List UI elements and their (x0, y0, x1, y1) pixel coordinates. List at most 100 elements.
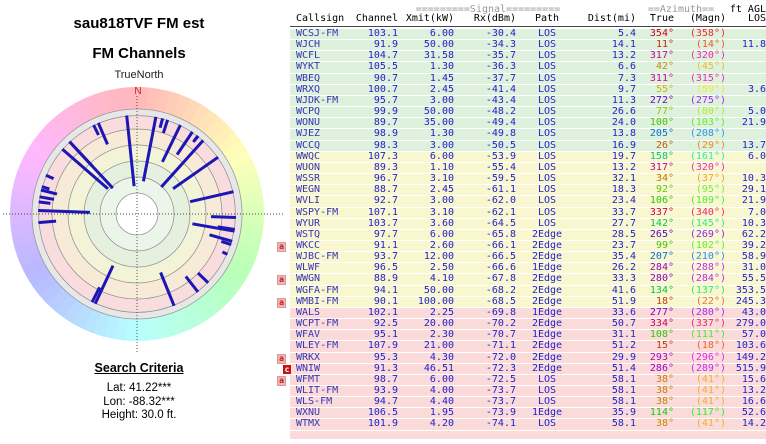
rx-cell: -72.3 (485, 362, 516, 374)
path-cell: LOS (537, 117, 557, 129)
channel-cell: 92.5 (373, 318, 398, 330)
azimuth-true-cell: 106° (649, 195, 674, 207)
azimuth-true-cell: 15° (655, 340, 674, 352)
callsign-cell: WUON (296, 161, 321, 173)
agl-los-cell: 14.2 (741, 418, 766, 430)
table-row: WJCH 91.9 50.00 -34.3 LOS 14.1 11° (14°) 11.8 (290, 39, 766, 52)
table-row: a WRKX 95.3 4.30 -72.0 2Edge 29.9 293° (296°) 149… (277, 351, 766, 364)
antenna-height-value: Height: 30.0 ft. (101, 409, 177, 421)
table-row: a WKCC 91.1 2.60 -66.1 2Edge 23.7 99° (102°) 39.2 (277, 240, 766, 253)
agl-los-cell: 55.5 (741, 273, 766, 285)
rx-cell: -73.9 (485, 407, 516, 419)
azimuth-true-cell: 293° (649, 351, 674, 363)
xmit-cell: 35.00 (423, 117, 454, 129)
path-cell: LOS (537, 83, 557, 95)
agl-los-cell: 10.3 (741, 217, 766, 229)
channel-cell: 89.7 (373, 117, 398, 129)
search-criteria: Search Criteria Lat: 41.22*** Lon: -88.3… (0, 361, 278, 423)
channel-cell: 104.7 (367, 50, 398, 62)
channel-cell: 94.7 (373, 396, 398, 408)
dist-cell: 14.1 (611, 39, 636, 51)
azimuth-true-cell: 334° (649, 318, 674, 330)
table-row: a WWGN 88.9 4.10 -67.8 2Edge 33.3 280° (284°) 55.… (277, 273, 766, 286)
station-signal-bar (45, 173, 55, 180)
azimuth-true-cell: 280° (649, 273, 674, 285)
agl-los-cell: 16.6 (741, 396, 766, 408)
table-row: WSSR 96.7 3.10 -59.5 LOS 32.1 34° (37°) 10.3 (290, 173, 766, 186)
dist-cell: 35.4 (611, 251, 636, 263)
station-signal-bar (172, 155, 219, 190)
agl-los-cell: 62.2 (741, 228, 766, 240)
azimuth-true-cell: 265° (649, 228, 674, 240)
channel-cell: 101.9 (367, 418, 398, 430)
callsign-cell: WWQC (296, 150, 321, 162)
xmit-cell: 2.45 (429, 184, 454, 196)
channel-cell: 95.7 (373, 94, 398, 106)
agl-los-cell: 15.6 (741, 373, 766, 385)
station-signal-bar (38, 209, 90, 214)
agl-los-cell: 103.6 (735, 340, 766, 352)
channel-cell: 96.7 (373, 173, 398, 185)
callsign-cell: WCFL (296, 50, 321, 62)
xmit-cell: 50.00 (423, 284, 454, 296)
callsign-cell: WJDK-FM (296, 94, 339, 106)
path-cell: 2Edge (531, 273, 563, 285)
table-row: WCSJ-FM 103.1 6.00 -30.4 LOS 5.4 354° (358°) (290, 28, 766, 41)
xmit-cell: 6.00 (429, 228, 454, 240)
callsign-cell: WXNU (296, 407, 321, 419)
row-flag-a-marker: a (277, 375, 286, 386)
agl-los-cell: 52.6 (741, 407, 766, 419)
path-cell: 2Edge (531, 318, 563, 330)
azimuth-magn-cell: (18°) (695, 340, 726, 352)
path-cell: LOS (537, 39, 557, 51)
azimuth-true-cell: 11° (655, 39, 674, 51)
dist-cell: 58.1 (611, 418, 636, 430)
station-signal-bar (40, 188, 58, 196)
table-row: WCPQ 99.9 50.00 -48.2 LOS 26.6 77° (80°) 5.0 (290, 106, 766, 119)
channel-cell: 99.9 (373, 106, 398, 118)
channel-cell: 98.3 (373, 139, 398, 151)
table-row: WRXQ 100.7 2.45 -41.4 LOS 9.7 55° (59°) 3.6 (290, 83, 766, 96)
callsign-cell: WSPY-FM (296, 206, 339, 218)
azimuth-true-cell: 108° (649, 329, 674, 341)
channel-cell: 91.9 (373, 39, 398, 51)
callsign-cell: WRKX (296, 351, 321, 363)
rx-cell: -48.2 (485, 106, 516, 118)
header-rx: Rx(dBm) (473, 13, 516, 24)
callsign-cell: WFAV (296, 329, 321, 341)
xmit-cell: 1.30 (429, 61, 454, 73)
row-flag-a-marker: a (277, 297, 286, 308)
path-cell: 1Edge (531, 306, 563, 318)
rx-cell: -73.7 (485, 385, 516, 396)
xmit-cell: 3.00 (429, 139, 454, 151)
xmit-cell: 4.30 (429, 351, 454, 363)
station-signal-bar (217, 225, 236, 231)
dist-cell: 13.2 (611, 161, 636, 173)
path-cell: LOS (537, 139, 557, 151)
azimuth-magn-cell: (22°) (695, 295, 726, 307)
path-cell: LOS (537, 418, 557, 430)
agl-los-cell: 11.8 (741, 39, 766, 51)
rx-cell: -43.4 (485, 94, 516, 106)
station-signal-bar (125, 115, 136, 187)
azimuth-magn-cell: (320°) (689, 161, 726, 173)
agl-los-cell: 149.2 (735, 351, 766, 363)
azimuth-magn-cell: (41°) (695, 418, 726, 430)
channel-cell: 96.5 (373, 262, 398, 274)
azimuth-magn-cell: (137°) (689, 284, 726, 296)
path-cell: LOS (537, 217, 557, 229)
table-row: a WFMT 98.7 6.00 -72.5 LOS 58.1 38° (41°) 15.6 (277, 373, 766, 386)
callsign-cell: WWGN (296, 273, 321, 285)
azimuth-magn-cell: (320°) (689, 50, 726, 62)
channel-cell: 94.1 (373, 284, 398, 296)
agl-los-cell: 13.2 (741, 385, 766, 396)
channel-cell: 90.1 (373, 295, 398, 307)
xmit-cell: 12.00 (423, 251, 454, 263)
azimuth-true-cell: 311° (649, 72, 674, 84)
table-row: WGFA-FM 94.1 50.00 -68.2 2Edge 41.6 134° (137°)… (290, 284, 766, 297)
rx-cell: -34.3 (485, 39, 516, 51)
agl-los-cell: 13.7 (741, 139, 766, 151)
xmit-cell: 50.00 (423, 106, 454, 118)
xmit-cell: 3.10 (429, 206, 454, 218)
xmit-cell: 2.45 (429, 83, 454, 95)
